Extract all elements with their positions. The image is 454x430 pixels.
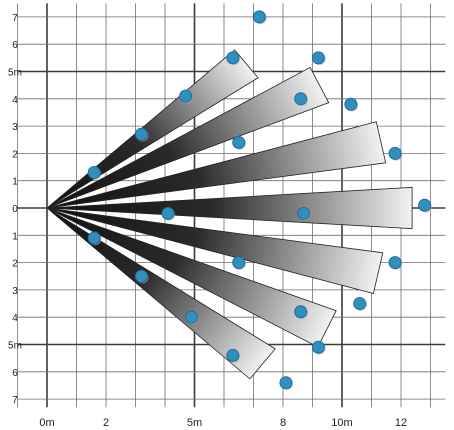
y-tick-label: 5m [8, 68, 22, 79]
detection-point [87, 231, 102, 246]
y-tick-label: 2 [12, 149, 18, 160]
detection-point [294, 305, 308, 319]
detection-point [226, 348, 241, 363]
y-tick-label: 4 [12, 313, 18, 324]
y-tick-label: 7 [12, 395, 18, 406]
detection-point [232, 256, 246, 270]
y-tick-label: 7 [12, 13, 18, 24]
detection-beam [46, 121, 387, 209]
detection-point [297, 206, 311, 221]
y-tick-label: 6 [12, 368, 18, 379]
detection-point [87, 166, 102, 180]
detection-point [344, 97, 359, 112]
y-tick-label: 5m [8, 341, 22, 352]
detection-point [279, 376, 294, 390]
detection-beam [46, 207, 337, 348]
y-tick-label: 1 [12, 231, 18, 242]
detection-beam [46, 207, 276, 380]
y-tick-label: 3 [12, 122, 18, 133]
y-tick-label: 2 [12, 259, 18, 270]
detection-point [353, 297, 367, 311]
y-tick-label: 6 [12, 40, 18, 51]
detection-point [185, 310, 199, 325]
detection-point [134, 127, 149, 142]
detection-point [252, 10, 267, 25]
detection-point [311, 340, 326, 355]
detection-beam [46, 186, 413, 230]
detection-point [232, 135, 246, 150]
y-tick-label: 4 [12, 95, 18, 106]
x-tick-label: 8 [280, 417, 286, 429]
detection-point [134, 269, 149, 284]
detection-point [388, 146, 403, 161]
x-tick-label: 12 [395, 417, 407, 429]
y-axis-labels: 7 6 5m 4 3 2 1 0 1 2 3 4 5m 6 7 [8, 13, 22, 406]
detection-point [311, 51, 326, 66]
detection-point [294, 92, 308, 106]
detection-point [418, 198, 432, 213]
detection-point [226, 51, 241, 66]
detection-point [161, 206, 176, 221]
detection-beams [46, 49, 413, 380]
y-tick-label: 0 [12, 204, 18, 215]
y-tick-label: 1 [12, 177, 18, 188]
x-tick-label: 10m [331, 417, 352, 429]
x-axis-labels: 0m 2 5m 8 10m 12 [39, 417, 407, 429]
x-tick-label: 0m [39, 417, 54, 429]
detection-beam [46, 66, 330, 209]
detection-points [87, 10, 432, 390]
x-tick-label: 2 [103, 417, 109, 429]
detection-beam [46, 207, 384, 294]
y-tick-label: 3 [12, 286, 18, 297]
detection-point [388, 256, 403, 270]
x-tick-label: 5m [187, 417, 202, 429]
detection-point [179, 89, 193, 104]
